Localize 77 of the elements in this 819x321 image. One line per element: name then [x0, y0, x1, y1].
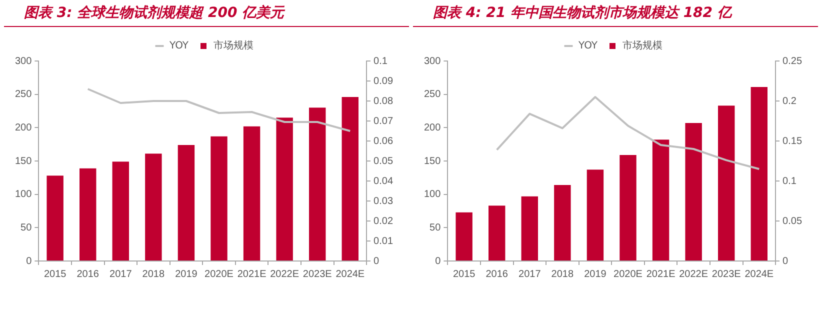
y2-tick-label: 0.08	[374, 96, 394, 107]
x-tick-label: 2015	[44, 268, 67, 280]
y2-tick-label: 0.05	[374, 156, 394, 167]
y-tick-label: 250	[14, 89, 32, 100]
bar	[652, 140, 670, 260]
chart-title: 图表 3: 全球生物试剂规模超 200 亿美元	[4, 0, 409, 27]
y-tick-label: 150	[424, 156, 442, 167]
legend-label: 市场规模	[213, 40, 254, 52]
bar	[685, 123, 702, 260]
x-tick-label: 2024E	[336, 268, 365, 280]
x-tick-label: 2021E	[237, 268, 267, 280]
x-tick-label: 2016	[486, 268, 508, 280]
y2-tick-label: 0.09	[374, 76, 394, 87]
y-tick-label: 100	[424, 189, 442, 200]
bar	[309, 108, 326, 260]
bar	[178, 145, 195, 260]
bar	[145, 154, 162, 260]
y2-tick-label: 0.02	[374, 216, 394, 227]
bar	[488, 206, 506, 260]
y2-tick-label: 0.05	[782, 216, 802, 227]
y2-tick-label: 0.2	[782, 96, 797, 107]
y-tick-label: 50	[20, 222, 32, 234]
x-tick-label: 2021E	[646, 268, 676, 280]
bar	[46, 176, 64, 260]
bar	[521, 196, 538, 260]
y2-tick-label: 0.25	[782, 56, 802, 67]
bar	[554, 185, 571, 260]
bar	[620, 155, 636, 260]
y2-tick-label: 0.04	[374, 176, 394, 187]
y-tick-label: 50	[430, 222, 442, 234]
y2-tick-label: 0.03	[374, 196, 394, 207]
y2-tick-label: 0.01	[374, 236, 394, 247]
bar	[210, 136, 228, 260]
y2-tick-label: 0.1	[782, 176, 797, 187]
x-tick-label: 2022E	[679, 268, 708, 280]
x-tick-label: 2018	[142, 268, 165, 280]
bar	[112, 162, 130, 260]
chart-title: 图表 4: 21 年中国生物试剂市场规模达 182 亿	[413, 0, 818, 27]
x-tick-label: 2023E	[302, 268, 332, 280]
legend-label: YOY	[168, 40, 190, 52]
x-tick-label: 2019	[584, 268, 607, 280]
x-tick-label: 2024E	[744, 268, 774, 280]
y2-tick-label: 0.06	[374, 136, 394, 147]
y-tick-label: 0	[435, 256, 442, 267]
bar	[456, 212, 472, 260]
x-tick-label: 2020E	[614, 268, 643, 280]
y-tick-label: 200	[14, 122, 32, 134]
x-tick-label: 2022E	[270, 268, 300, 280]
y-tick-label: 150	[14, 156, 32, 167]
x-tick-label: 2015	[452, 268, 476, 280]
bar	[80, 168, 96, 260]
bar	[276, 118, 293, 260]
legend-label: 市场规模	[622, 40, 662, 52]
x-tick-label: 2016	[76, 268, 100, 280]
y2-tick-label: 0.07	[374, 116, 394, 127]
y-tick-label: 200	[424, 122, 442, 134]
y2-tick-label: 0.15	[782, 136, 802, 147]
bar	[586, 170, 604, 260]
y2-tick-label: 0	[374, 256, 380, 267]
x-tick-label: 2023E	[712, 268, 742, 280]
x-tick-label: 2017	[518, 268, 542, 280]
x-tick-label: 2019	[175, 268, 198, 280]
bar	[750, 87, 768, 260]
y2-tick-label: 0	[782, 256, 789, 267]
legend-label: YOY	[578, 40, 598, 52]
x-tick-label: 2020E	[204, 268, 234, 280]
y-tick-label: 0	[26, 256, 32, 267]
y-tick-label: 250	[424, 89, 442, 100]
y-tick-label: 300	[14, 56, 32, 67]
x-tick-label: 2017	[110, 268, 132, 280]
y-tick-label: 300	[424, 56, 442, 67]
x-tick-label: 2018	[551, 268, 574, 280]
bar	[718, 106, 735, 260]
y-tick-label: 100	[14, 189, 32, 200]
bar	[342, 97, 359, 260]
bar	[243, 126, 260, 260]
y2-tick-label: 0.1	[374, 56, 388, 67]
